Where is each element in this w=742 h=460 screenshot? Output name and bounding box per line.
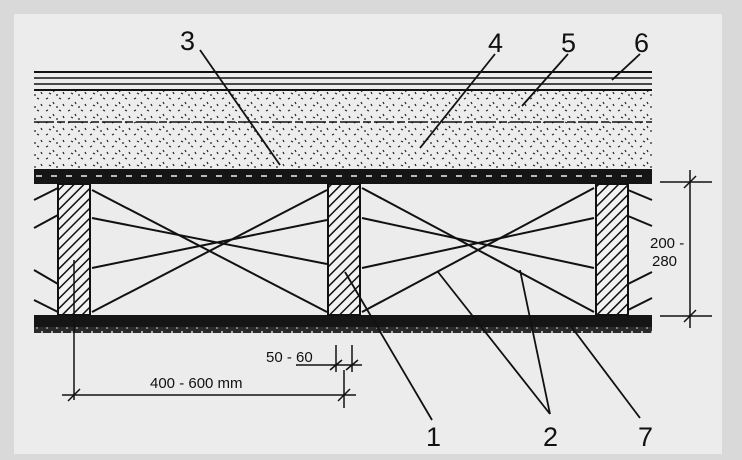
- leader-2a: [437, 271, 551, 415]
- label-3: 3: [180, 26, 195, 56]
- joists: [57, 183, 629, 316]
- height-dimension-bottom: 280: [652, 253, 677, 270]
- spacing-dimension: 400 - 600 mm: [150, 375, 243, 392]
- cross-bracing: [33, 187, 653, 313]
- leader-2b: [519, 269, 551, 415]
- label-1: 1: [426, 422, 441, 452]
- joist-width-dimension: 50 - 60: [266, 349, 313, 366]
- leader-3: [199, 49, 281, 166]
- label-4: 4: [488, 28, 503, 58]
- leader-6: [611, 53, 641, 81]
- screed-layer: [34, 91, 652, 169]
- label-7: 7: [638, 422, 653, 452]
- leader-7: [569, 324, 641, 419]
- joist-right: [595, 183, 629, 316]
- leader-1: [344, 271, 433, 421]
- height-dimension-top: 200 -: [650, 235, 684, 252]
- top-deck-board: [34, 169, 652, 184]
- label-6: 6: [634, 28, 649, 58]
- dimension-lines: [62, 170, 712, 408]
- top-finish-layer: [34, 71, 652, 91]
- label-5: 5: [561, 28, 576, 58]
- bottom-deck-board: [34, 315, 652, 333]
- leader-lines: [199, 49, 641, 421]
- leader-5: [521, 53, 569, 107]
- label-2: 2: [543, 422, 558, 452]
- leader-4: [419, 53, 496, 149]
- joist-middle: [327, 183, 361, 316]
